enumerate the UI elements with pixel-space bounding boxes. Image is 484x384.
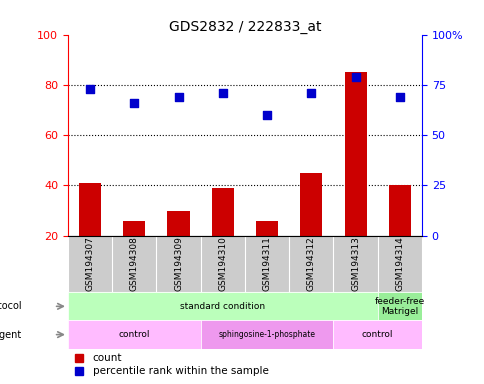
Text: count: count: [92, 353, 122, 362]
Text: sphingosine-1-phosphate: sphingosine-1-phosphate: [218, 330, 315, 339]
Text: standard condition: standard condition: [180, 302, 265, 311]
Title: GDS2832 / 222833_at: GDS2832 / 222833_at: [168, 20, 320, 33]
Bar: [388, 185, 410, 236]
Text: GSM194309: GSM194309: [174, 237, 182, 291]
Point: [395, 94, 403, 100]
Bar: [68, 292, 377, 321]
Point: [86, 86, 94, 92]
Bar: [200, 321, 333, 349]
Point: [351, 74, 359, 80]
Text: GSM194311: GSM194311: [262, 237, 271, 291]
Point: [218, 90, 226, 96]
Text: control: control: [361, 330, 393, 339]
Point: [130, 100, 138, 106]
Text: GSM194307: GSM194307: [85, 237, 94, 291]
Text: GSM194308: GSM194308: [130, 237, 138, 291]
Bar: [123, 220, 145, 236]
Text: growth protocol: growth protocol: [0, 301, 22, 311]
Bar: [68, 321, 200, 349]
Bar: [344, 72, 366, 236]
Point: [174, 94, 182, 100]
Text: percentile rank within the sample: percentile rank within the sample: [92, 366, 268, 376]
Text: GSM194312: GSM194312: [306, 237, 315, 291]
Bar: [256, 220, 277, 236]
Bar: [300, 173, 322, 236]
Point: [307, 90, 315, 96]
Text: GSM194314: GSM194314: [394, 237, 404, 291]
Point: [263, 112, 271, 118]
Text: control: control: [118, 330, 150, 339]
Text: feeder-free
Matrigel: feeder-free Matrigel: [374, 296, 424, 316]
Bar: [377, 292, 421, 321]
Bar: [212, 188, 233, 236]
Text: GSM194310: GSM194310: [218, 237, 227, 291]
Text: GSM194313: GSM194313: [350, 237, 359, 291]
Bar: [333, 321, 421, 349]
Bar: [79, 183, 101, 236]
Bar: [167, 210, 189, 236]
Text: agent: agent: [0, 329, 22, 339]
